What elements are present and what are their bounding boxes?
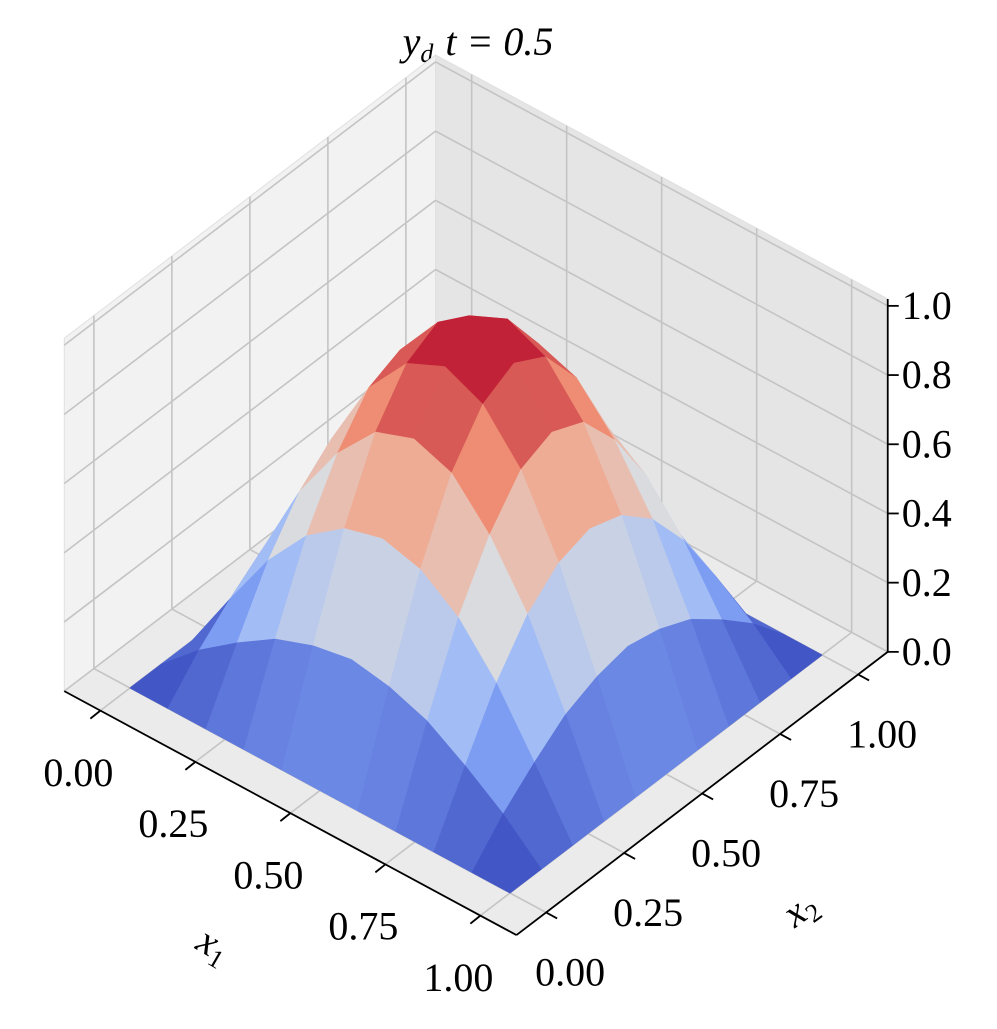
y-axis-label: x2: [773, 881, 827, 939]
surface-facet: [471, 813, 542, 894]
y-tick-label: 0.75: [769, 771, 839, 816]
x-tick: [469, 914, 481, 925]
z-tick-label: 0.4: [902, 491, 952, 536]
y-tick: [857, 673, 870, 682]
grid-line: [63, 61, 437, 346]
x-tick: [374, 863, 386, 874]
x-tick-label: 1.00: [423, 955, 493, 1000]
x-tick: [89, 709, 101, 720]
grid-line: [63, 130, 437, 415]
grid-line: [63, 199, 437, 485]
grid-line: [435, 130, 889, 376]
x-tick: [279, 812, 291, 822]
y-tick-label: 0.00: [535, 950, 605, 995]
y-tick-label: 1.00: [847, 712, 917, 757]
x-tick: [184, 761, 196, 771]
x-tick-label: 0.50: [233, 852, 303, 897]
z-tick-label: 0.2: [902, 560, 952, 605]
title-text: t = 0.5: [445, 19, 553, 64]
y-tick: [779, 733, 792, 741]
grid-line: [435, 61, 889, 307]
y-tick: [623, 852, 636, 860]
grid-line: [435, 199, 889, 445]
z-tick-label: 0.8: [902, 352, 952, 397]
z-tick-label: 0.0: [902, 629, 952, 674]
axes: 0.000.250.500.751.00 0.000.250.500.751.00…: [43, 283, 951, 1000]
x-axis-label: x1: [187, 917, 239, 975]
chart-title: yd t = 0.5: [399, 19, 554, 68]
y-tick: [545, 911, 558, 920]
y-tick: [701, 792, 714, 801]
surface: [129, 315, 823, 894]
x-tick-label: 0.75: [328, 904, 398, 949]
y-tick-label: 0.25: [613, 890, 683, 935]
x-tick-label: 0.00: [43, 750, 113, 795]
y-tick-label: 0.50: [691, 831, 761, 876]
z-tick-label: 1.0: [902, 283, 952, 328]
grid-line: [435, 268, 889, 515]
x-axis-line: [63, 690, 517, 936]
x-tick-label: 0.25: [138, 801, 208, 846]
grid-line: [63, 268, 437, 554]
title-main: y: [399, 19, 421, 64]
z-tick-label: 0.6: [902, 421, 952, 466]
